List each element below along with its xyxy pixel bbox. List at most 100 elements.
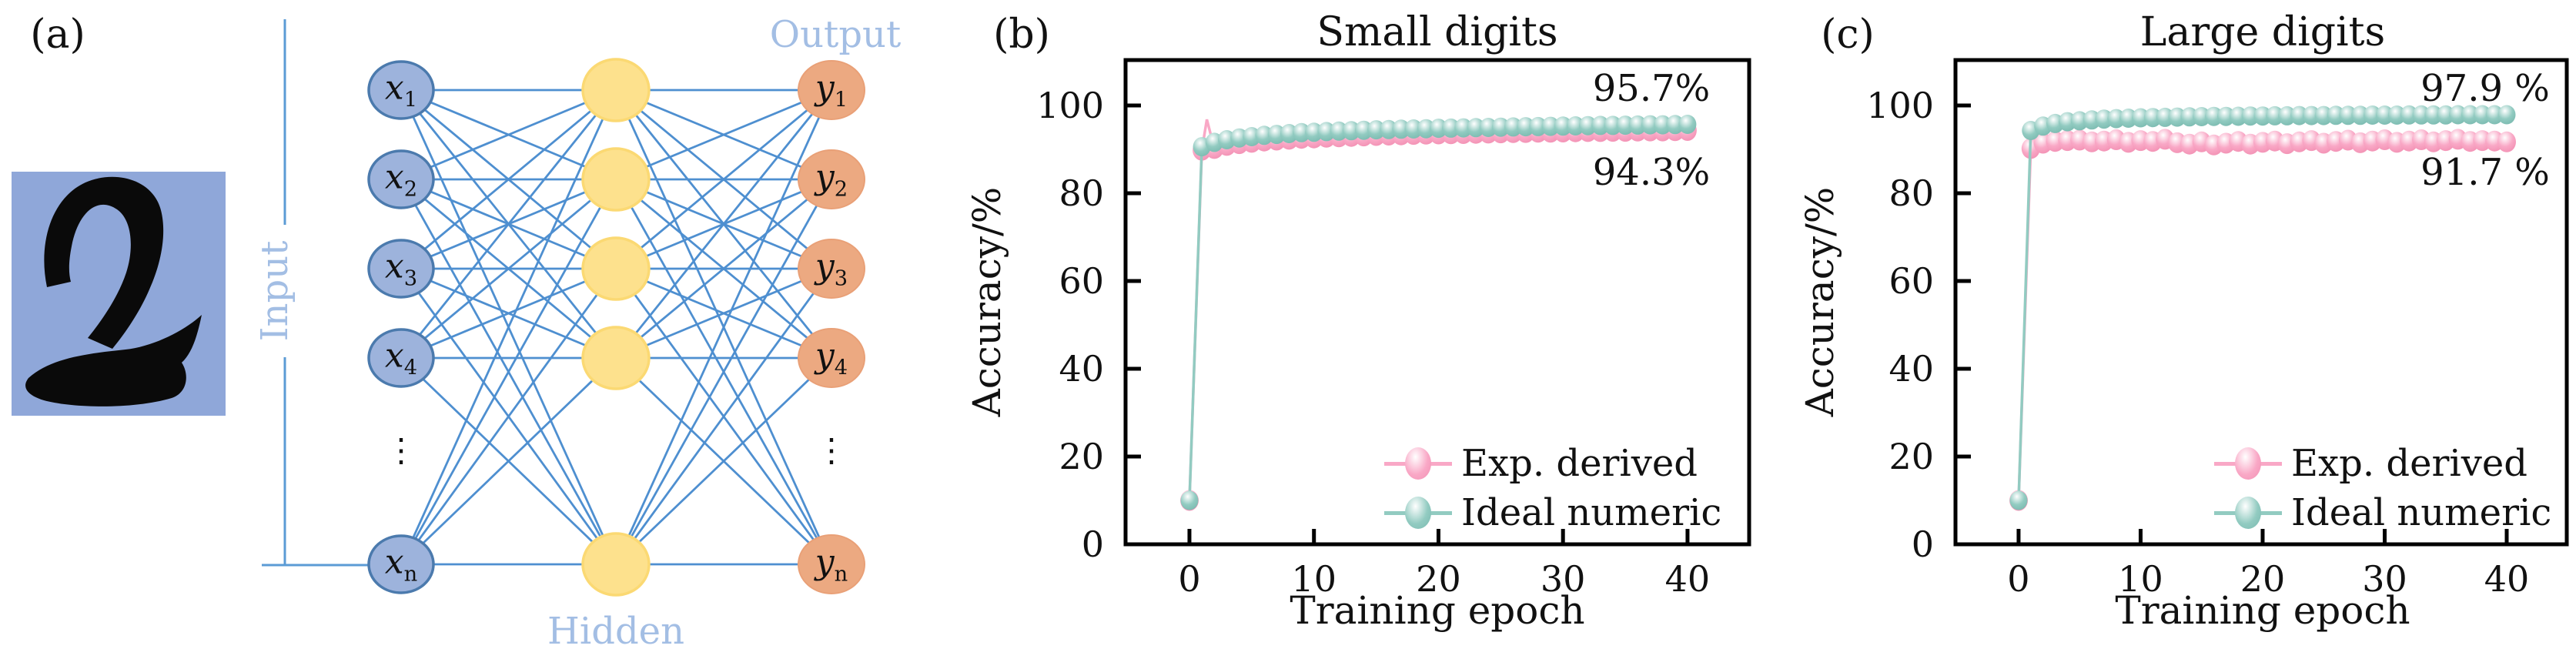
input-node-label: x3 bbox=[384, 246, 418, 291]
panel-b-annotation-ideal: 95.7% bbox=[1592, 67, 1711, 110]
data-point-marker bbox=[2485, 105, 2504, 125]
edge-hidden-output bbox=[615, 178, 832, 360]
hidden-layer-label: Hidden bbox=[547, 610, 684, 653]
data-point-marker bbox=[1678, 115, 1697, 134]
panel-b-label: (b) bbox=[993, 12, 1050, 58]
data-point-marker bbox=[2193, 107, 2211, 126]
data-point-marker bbox=[1666, 115, 1684, 135]
data-point-marker bbox=[1579, 115, 1597, 135]
data-point-marker bbox=[1380, 119, 1398, 139]
chart-small-digits bbox=[1123, 58, 1751, 547]
input-node bbox=[367, 534, 435, 594]
x-tick-label: 20 bbox=[2240, 558, 2286, 600]
data-point-marker bbox=[2497, 105, 2516, 125]
data-point-marker bbox=[1392, 119, 1410, 139]
data-point-marker bbox=[1342, 121, 1360, 141]
y-tick-label: 0 bbox=[1081, 524, 1104, 565]
data-point-marker bbox=[1591, 115, 1610, 135]
data-point-marker bbox=[1330, 121, 1348, 141]
data-point-marker bbox=[2241, 106, 2260, 126]
output-node bbox=[798, 149, 865, 209]
edge-hidden-output bbox=[615, 267, 832, 360]
y-tick-label: 40 bbox=[1889, 347, 1934, 390]
edge-input-hidden bbox=[400, 89, 617, 359]
edge-input-hidden bbox=[400, 178, 617, 360]
legend-label: Ideal numeric bbox=[2291, 491, 2552, 534]
legend-item-ideal-numeric: Ideal numeric bbox=[2214, 491, 2552, 534]
x-tick-label: 40 bbox=[2484, 558, 2530, 600]
legend-item-ideal-numeric: Ideal numeric bbox=[1384, 491, 1722, 534]
output-node bbox=[798, 534, 865, 594]
y-tick-label: 40 bbox=[1059, 347, 1104, 390]
data-point-marker bbox=[2302, 105, 2320, 125]
edge-input-hidden bbox=[400, 179, 617, 565]
edge-hidden-output bbox=[615, 356, 832, 566]
panel-c-label: (c) bbox=[1821, 12, 1875, 58]
panel-b-annotation-exp: 94.3% bbox=[1592, 151, 1711, 194]
digit-2-glyph-base bbox=[25, 315, 202, 406]
chart-large-digits bbox=[1953, 58, 2569, 547]
data-point-marker bbox=[1404, 119, 1423, 139]
data-point-marker bbox=[1554, 116, 1572, 136]
data-point-marker bbox=[2364, 105, 2382, 125]
data-point-marker bbox=[1317, 122, 1336, 142]
legend-marker-pink bbox=[1384, 445, 1452, 482]
panel-b-legend: Exp. derived Ideal numeric bbox=[1384, 442, 1722, 534]
data-point-marker bbox=[1604, 115, 1622, 135]
legend-label: Exp. derived bbox=[2291, 442, 2528, 485]
input-node-label: xn bbox=[384, 542, 418, 587]
data-point-marker bbox=[2497, 131, 2516, 152]
network-diagram bbox=[12, 19, 865, 597]
output-node-label: y3 bbox=[815, 246, 848, 291]
y-tick-label: 60 bbox=[1889, 259, 1934, 302]
network-nodes bbox=[367, 58, 865, 597]
hidden-node bbox=[581, 532, 651, 597]
data-point-marker bbox=[2314, 105, 2333, 125]
data-point-marker bbox=[1517, 117, 1535, 137]
y-tick-label: 20 bbox=[1059, 435, 1104, 477]
hidden-node bbox=[581, 147, 651, 212]
data-point-marker bbox=[1616, 115, 1634, 135]
legend-label: Ideal numeric bbox=[1461, 491, 1722, 534]
output-node-label: y4 bbox=[815, 336, 848, 380]
data-point-marker bbox=[1529, 116, 1547, 136]
data-point-marker bbox=[2412, 105, 2430, 125]
panel-a-label: (a) bbox=[30, 12, 85, 58]
panel-b-title: Small digits bbox=[1316, 9, 1558, 55]
y-tick-label: 100 bbox=[1866, 84, 1934, 126]
edge-hidden-output bbox=[614, 89, 833, 565]
data-point-marker bbox=[2387, 105, 2406, 125]
panel-c-annotation-exp: 91.7 % bbox=[2420, 151, 2550, 194]
output-ellipsis-dots: ⋮ bbox=[815, 431, 848, 469]
panel-b-x-axis-label: Training epoch bbox=[1290, 588, 1585, 633]
data-point-marker bbox=[1566, 116, 1584, 135]
data-point-marker bbox=[2216, 106, 2235, 126]
edge-hidden-output bbox=[615, 89, 832, 181]
data-point-marker bbox=[1479, 118, 1497, 137]
legend-marker-pink bbox=[2214, 445, 2282, 482]
data-point-marker bbox=[1541, 116, 1560, 136]
data-point-marker bbox=[1305, 122, 1323, 142]
output-node bbox=[798, 328, 865, 388]
data-point-marker bbox=[2168, 107, 2186, 127]
digit-image bbox=[12, 172, 226, 416]
data-point-marker bbox=[2461, 105, 2479, 125]
data-point-marker bbox=[2143, 108, 2162, 128]
panel-c-annotation-ideal: 97.9 % bbox=[2420, 67, 2550, 110]
panel-c-title: Large digits bbox=[2139, 9, 2386, 55]
legend-marker-teal bbox=[1384, 494, 1452, 531]
legend-label: Exp. derived bbox=[1461, 442, 1698, 485]
input-node bbox=[367, 239, 435, 299]
data-point-marker bbox=[2205, 106, 2223, 126]
output-node bbox=[798, 60, 865, 120]
edge-input-hidden bbox=[400, 89, 617, 181]
panel-b-y-axis-label: Accuracy/% bbox=[965, 186, 1009, 417]
panel-c-x-axis-label: Training epoch bbox=[2115, 588, 2410, 633]
data-point-marker bbox=[1367, 120, 1386, 140]
panel-c-legend: Exp. derived Ideal numeric bbox=[2214, 442, 2552, 534]
digit-2-glyph-hook bbox=[44, 176, 164, 349]
legend-item-exp-derived: Exp. derived bbox=[2214, 442, 2551, 485]
data-point-marker bbox=[2327, 105, 2345, 125]
hidden-node bbox=[581, 236, 651, 301]
